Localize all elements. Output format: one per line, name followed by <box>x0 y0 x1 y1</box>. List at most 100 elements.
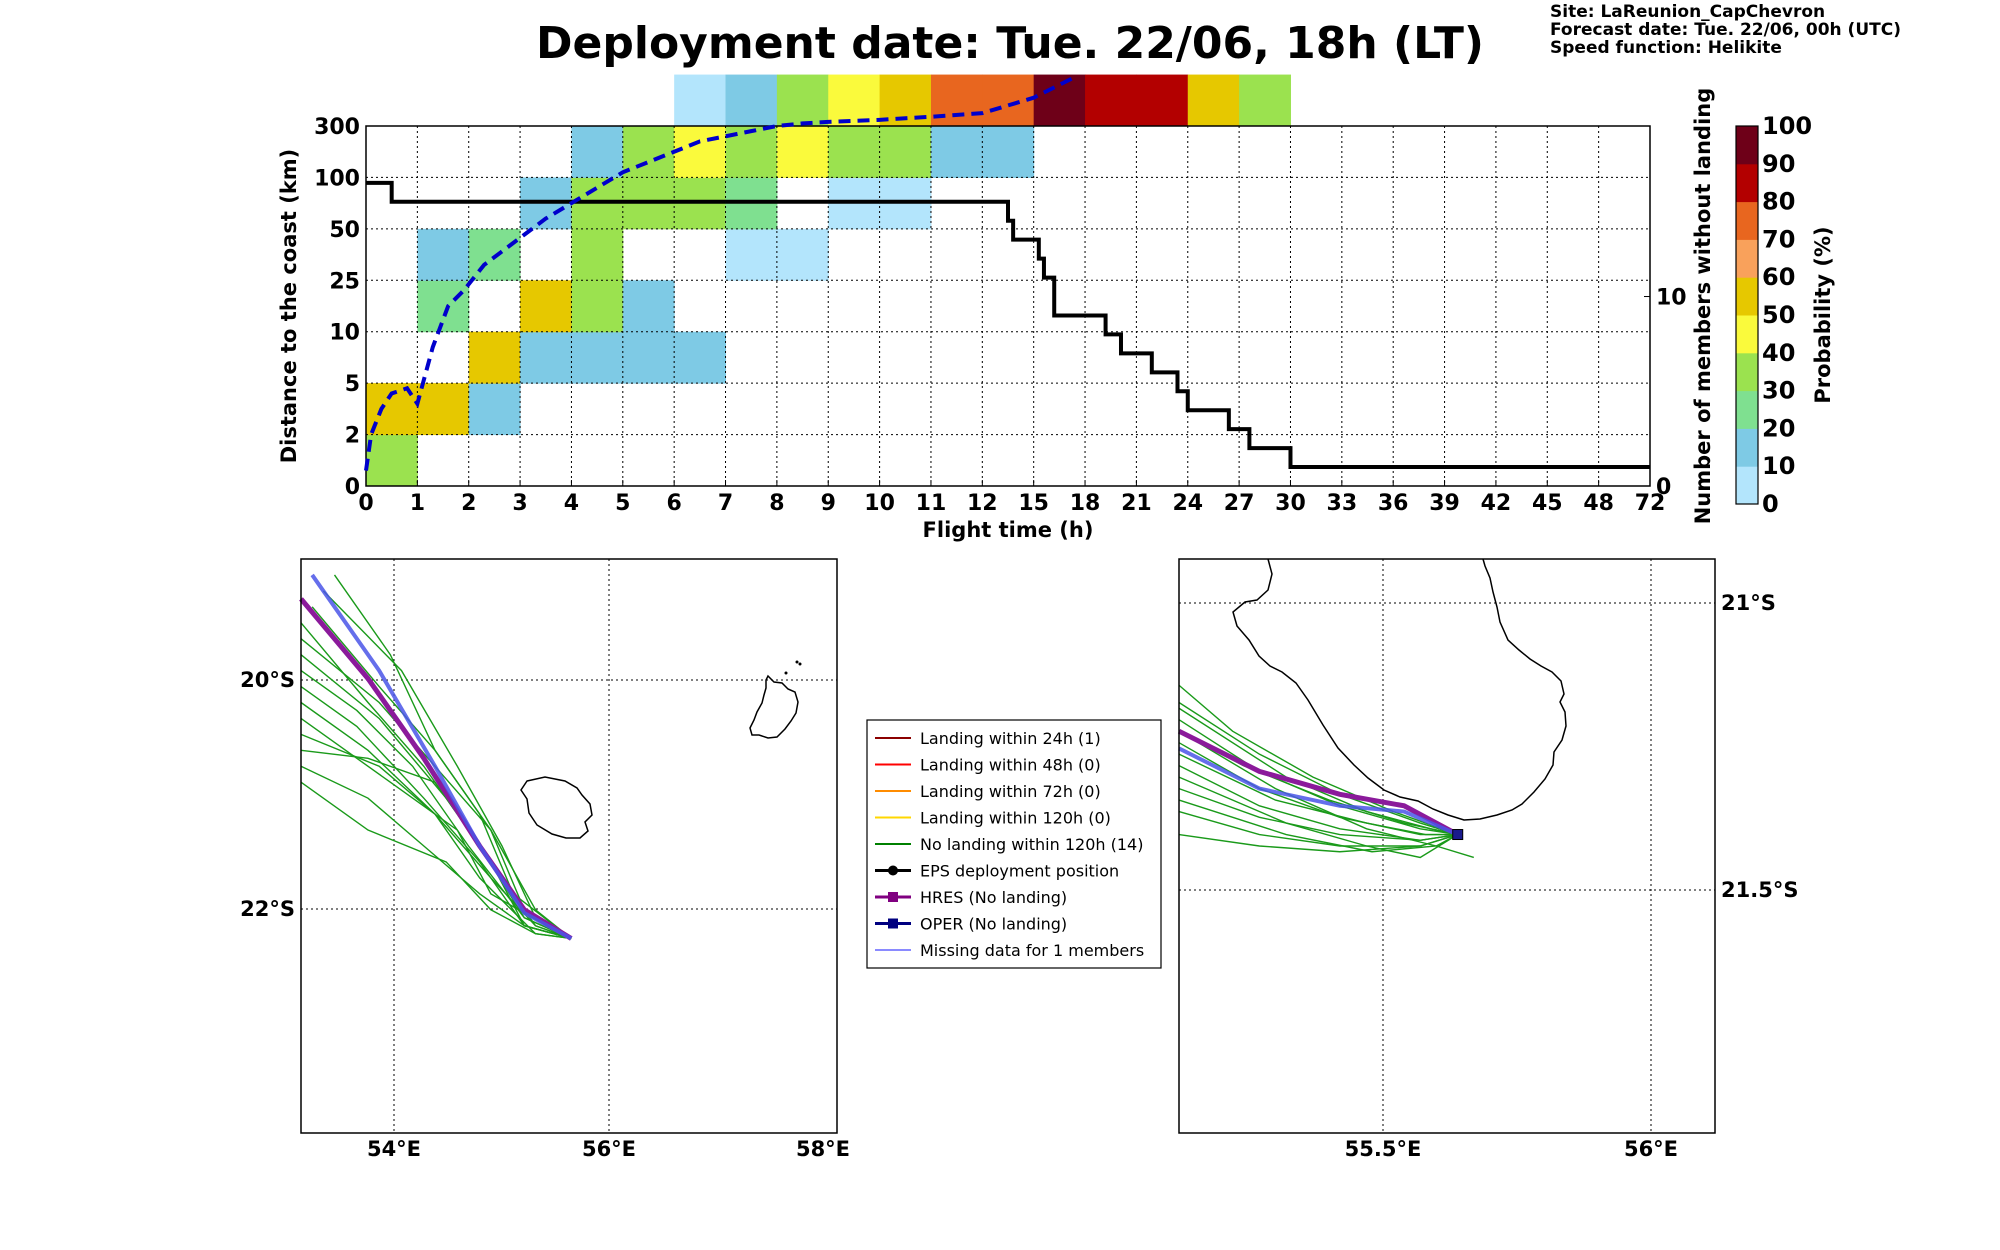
heatmap-cell <box>879 126 932 178</box>
legend-label: Landing within 120h (0) <box>920 809 1111 828</box>
left-map-oper-track <box>310 573 573 941</box>
member-track <box>1178 833 1458 853</box>
colorbar-block <box>1736 126 1758 165</box>
islet-dot <box>784 671 788 675</box>
member-track <box>300 781 572 940</box>
heatmap-cell <box>520 280 572 333</box>
x-tick-label: 4 <box>564 491 579 516</box>
colorbar-tick-label: 90 <box>1762 150 1795 178</box>
member-track <box>1178 799 1459 853</box>
colorbar-tick-label: 100 <box>1762 112 1812 140</box>
y-tick-label: 100 <box>314 166 360 191</box>
x-tick-label: 1 <box>410 491 425 516</box>
x-tick-label: 3 <box>512 491 527 516</box>
legend-label: HRES (No landing) <box>920 888 1067 907</box>
heatmap-cell <box>828 74 881 127</box>
legend-box <box>866 719 1162 969</box>
right-map-frame <box>1178 558 1716 1134</box>
x-tick-label: 45 <box>1532 491 1563 516</box>
y-axis-label: Distance to the coast (km) <box>277 149 301 464</box>
x-tick-label: 27 <box>1224 491 1255 516</box>
y-tick-label: 0 <box>345 475 360 500</box>
x-tick-label: 33 <box>1327 491 1358 516</box>
legend-label: No landing within 120h (14) <box>920 835 1143 854</box>
islet-dot <box>795 660 799 664</box>
heatmap-cell <box>725 228 778 281</box>
heatmap-cell <box>776 228 829 281</box>
right-map-lon-label: 56°E <box>1624 1137 1678 1161</box>
legend-entries: Landing within 24h (1) Landing within 48h… <box>875 729 1144 960</box>
colorbar-tick-label: 60 <box>1762 263 1795 291</box>
islet-dot <box>798 662 802 666</box>
member-track <box>1178 753 1458 836</box>
heatmap-cell <box>417 228 470 281</box>
y-tick-label: 2 <box>345 424 360 449</box>
x-tick-label: 10 <box>864 491 895 516</box>
member-track <box>1178 730 1475 859</box>
heatmap-cell <box>674 126 727 178</box>
legend-marker <box>888 865 898 876</box>
legend: Landing within 24h (1) Landing within 48h… <box>866 719 1162 969</box>
heatmap-cell <box>982 126 1035 178</box>
right-map-lon-label: 55.5°E <box>1345 1137 1422 1161</box>
legend-label: Missing data for 1 members <box>920 941 1144 960</box>
colorbar-tick-label: 40 <box>1762 339 1795 367</box>
info-forecast-date: Forecast date: Tue. 22/06, 00h (UTC) <box>1550 20 1901 40</box>
heatmap-cell <box>674 74 727 127</box>
colorbar-block <box>1736 315 1758 354</box>
x-tick-label: 48 <box>1583 491 1614 516</box>
x-tick-label: 42 <box>1481 491 1512 516</box>
x-tick-label: 36 <box>1378 491 1409 516</box>
heatmap-frame <box>365 125 1651 487</box>
deployment-position-marker <box>1452 829 1464 841</box>
distance-heatmap-panel: 0 1 2 3 4 5 6 7 8 9 10 11 12 15 18 21 24 27 30 33 36 39 42 45 48… <box>277 74 1715 542</box>
right-map-lat-label: 21.5°S <box>1721 878 1798 902</box>
member-track <box>1178 787 1458 841</box>
left-map-lon-label: 56°E <box>582 1137 636 1161</box>
mauritius-island-outline <box>749 674 799 739</box>
heatmap-cell <box>674 331 727 384</box>
legend-label: OPER (No landing) <box>920 915 1067 934</box>
left-map-lon-label: 58°E <box>796 1137 850 1161</box>
right-map-lat-label: 21°S <box>1721 591 1776 615</box>
heatmap-cell <box>982 74 1035 127</box>
heatmap-cell <box>1136 74 1189 127</box>
heatmap-cell <box>1187 74 1240 127</box>
left-map-lat-label: 22°S <box>240 897 295 921</box>
left-map-lon-label: 54°E <box>367 1137 421 1161</box>
probability-colorbar: 0 10 20 30 40 50 60 70 80 90 100 Probability (%) <box>1735 112 1835 518</box>
y2-tick-label: 0 <box>1656 475 1671 500</box>
y-tick-label: 50 <box>329 218 360 243</box>
legend-label: EPS deployment position <box>920 862 1119 881</box>
y-tick-label: 300 <box>314 115 360 140</box>
heatmap-cell <box>930 126 983 178</box>
colorbar-block <box>1736 428 1758 467</box>
figure-title: Deployment date: Tue. 22/06, 18h (LT) <box>536 18 1484 69</box>
heatmap-grid <box>366 126 1650 486</box>
left-map-lat-label: 20°S <box>240 668 295 692</box>
legend-label: Landing within 72h (0) <box>920 782 1101 801</box>
left-map-grid <box>301 559 837 1133</box>
heatmap-cell <box>622 331 675 384</box>
colorbar-block <box>1736 163 1758 203</box>
heatmap-cell <box>417 383 470 436</box>
x-tick-labels: 0 1 2 3 4 5 6 7 8 9 10 11 12 15 18 21 24 27 30 33 36 39 42 45 48… <box>358 480 1665 516</box>
x-tick-label: 39 <box>1429 491 1460 516</box>
y-tick-label: 5 <box>345 372 360 397</box>
y2-axis-label: Number of members without landing <box>1691 88 1715 525</box>
colorbar-tick-label: 50 <box>1762 301 1795 329</box>
info-speed-function: Speed function: Helikite <box>1550 38 1782 58</box>
left-map-frame <box>300 558 838 1134</box>
heatmap-cell <box>571 280 624 333</box>
colorbar-block <box>1736 390 1758 429</box>
x-tick-label: 5 <box>615 491 630 516</box>
reunion-coastline <box>1232 558 1567 821</box>
heatmap-cell <box>776 74 829 127</box>
x-tick-label: 6 <box>667 491 682 516</box>
x-tick-label: 11 <box>916 491 947 516</box>
colorbar-block <box>1736 277 1758 316</box>
x-tick-label: 0 <box>358 491 373 516</box>
left-map-hres-track <box>299 597 573 941</box>
